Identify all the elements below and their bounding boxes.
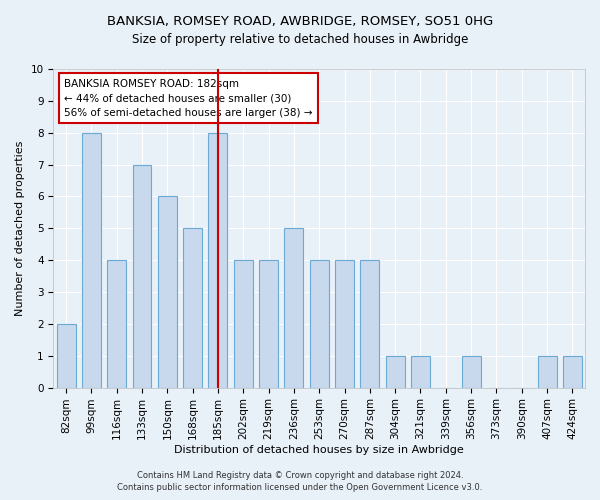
Bar [208, 132, 227, 388]
Text: Size of property relative to detached houses in Awbridge: Size of property relative to detached ho… [132, 32, 468, 46]
Bar [386, 356, 404, 388]
X-axis label: Distribution of detached houses by size in Awbridge: Distribution of detached houses by size … [175, 445, 464, 455]
Bar [538, 356, 557, 388]
Bar [234, 260, 253, 388]
Bar [461, 356, 481, 388]
Text: BANKSIA, ROMSEY ROAD, AWBRIDGE, ROMSEY, SO51 0HG: BANKSIA, ROMSEY ROAD, AWBRIDGE, ROMSEY, … [107, 15, 493, 28]
Bar [56, 324, 76, 388]
Bar [107, 260, 126, 388]
Bar [411, 356, 430, 388]
Text: BANKSIA ROMSEY ROAD: 182sqm
← 44% of detached houses are smaller (30)
56% of sem: BANKSIA ROMSEY ROAD: 182sqm ← 44% of det… [64, 78, 313, 118]
Bar [183, 228, 202, 388]
Bar [82, 132, 101, 388]
Bar [158, 196, 177, 388]
Text: Contains HM Land Registry data © Crown copyright and database right 2024.
Contai: Contains HM Land Registry data © Crown c… [118, 471, 482, 492]
Bar [133, 164, 151, 388]
Bar [310, 260, 329, 388]
Bar [335, 260, 354, 388]
Bar [259, 260, 278, 388]
Y-axis label: Number of detached properties: Number of detached properties [15, 140, 25, 316]
Bar [284, 228, 304, 388]
Bar [361, 260, 379, 388]
Bar [563, 356, 582, 388]
